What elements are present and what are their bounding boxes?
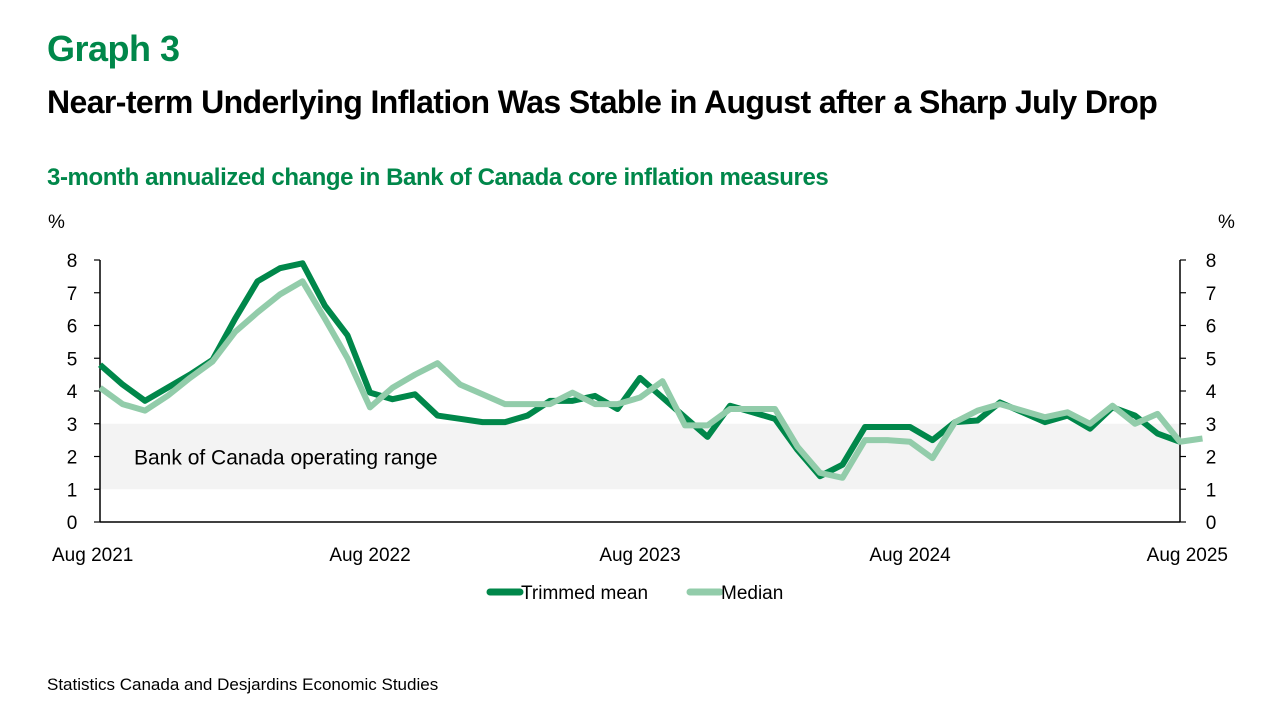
y-tick-label-right: 2 (1206, 448, 1217, 469)
y-tick-label-right: 1 (1206, 480, 1217, 501)
y-tick-label-right: 7 (1206, 284, 1217, 305)
operating-range-band (100, 423, 1180, 490)
y-tick-label-left: 3 (67, 415, 78, 436)
y-axis-left-unit: % (48, 212, 65, 233)
y-tick-label-left: 6 (67, 317, 78, 338)
y-tick-label-right: 8 (1206, 251, 1217, 272)
legend-label-trimmed-mean: Trimmed mean (521, 583, 648, 604)
y-tick-label-left: 2 (67, 448, 78, 469)
graph-number-label: Graph 3 (47, 28, 180, 69)
y-tick-label-left: 1 (67, 480, 78, 501)
y-tick-label-right: 3 (1206, 415, 1217, 436)
y-tick-label-right: 4 (1206, 382, 1217, 403)
y-tick-label-right: 6 (1206, 317, 1217, 338)
y-tick-label-left: 4 (67, 382, 78, 403)
y-tick-label-right: 0 (1206, 513, 1217, 534)
operating-range-label: Bank of Canada operating range (134, 447, 438, 470)
y-tick-label-left: 7 (67, 284, 78, 305)
x-tick-label: Aug 2022 (329, 545, 410, 566)
x-tick-label: Aug 2021 (52, 545, 133, 566)
chart-title: Near-term Underlying Inflation Was Stabl… (47, 84, 1158, 120)
y-tick-label-right: 5 (1206, 349, 1217, 370)
source-note: Statistics Canada and Desjardins Economi… (47, 675, 439, 694)
x-tick-label: Aug 2023 (599, 545, 680, 566)
x-tick-label: Aug 2024 (869, 545, 951, 566)
y-axis-right-unit: % (1218, 212, 1235, 233)
x-tick-label: Aug 2025 (1147, 545, 1228, 566)
y-tick-label-left: 0 (67, 513, 78, 534)
y-tick-label-left: 8 (67, 251, 78, 272)
y-tick-label-left: 5 (67, 349, 78, 370)
chart-subtitle: 3-month annualized change in Bank of Can… (47, 164, 829, 191)
series-line-median (98, 278, 1203, 481)
legend-label-median: Median (721, 583, 783, 604)
